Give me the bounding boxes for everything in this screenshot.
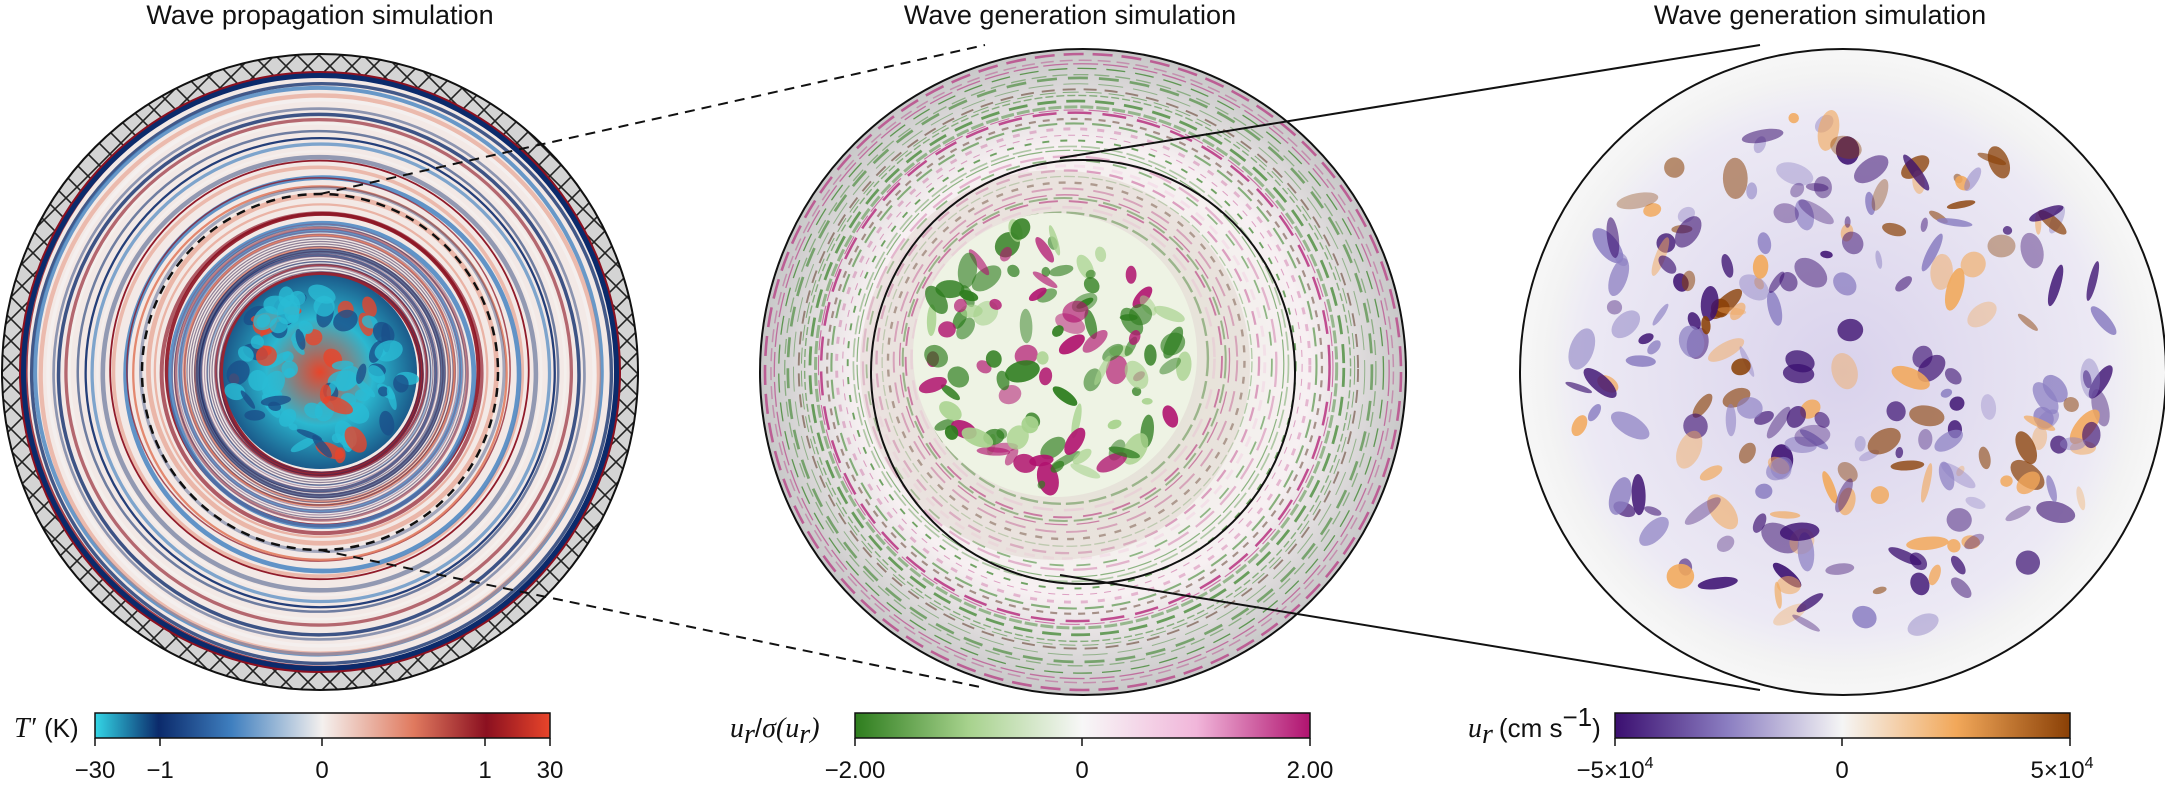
velocity-ring-pattern <box>763 52 1403 692</box>
panel-title-right: Wave generation simulation <box>1653 0 1987 30</box>
connector-bottom-dashed <box>319 549 986 689</box>
middle-core-blobs <box>918 218 1192 496</box>
left-simulation-disk <box>1 53 639 691</box>
colorbar-normalized-velocity: ur/σ(ur) −2.00 0 2.00 <box>730 712 1334 784</box>
colorbar-normalized-velocity-bar <box>854 712 1311 739</box>
connector-top-solid <box>1059 44 1761 159</box>
right-disk-outline <box>1519 48 2165 696</box>
connector-top-dashed <box>319 44 986 195</box>
colorbar-temperature: T′ (K) −30 −1 0 1 30 <box>14 712 564 784</box>
middle-simulation-disk <box>759 48 1407 696</box>
colorbar-normalized-velocity-tick: −2.00 <box>825 757 886 784</box>
colorbar-normalized-velocity-tick: 2.00 <box>1287 757 1334 784</box>
colorbar-radial-velocity-bar <box>1614 712 2071 739</box>
connector-bottom-solid <box>1059 574 1761 691</box>
colorbar-temperature-tick: 1 <box>478 757 491 784</box>
radial-velocity-blobs <box>1565 109 2117 636</box>
colorbar-temperature-bar <box>94 712 551 739</box>
colorbar-normalized-velocity-tick: 0 <box>1075 757 1088 784</box>
colorbar-radial-velocity: ur (cm s−1) −5×104 0 5×104 <box>1468 702 2094 784</box>
panel-title-left: Wave propagation simulation <box>146 0 494 30</box>
colorbar-temperature-tick: 30 <box>537 757 564 784</box>
colorbar-radial-velocity-tick: 0 <box>1835 757 1848 784</box>
colorbar-radial-velocity-tick: −5×104 <box>1577 755 1654 784</box>
colorbar-temperature-unit: (K) <box>44 713 79 743</box>
colorbar-temperature-var: T′ <box>14 713 37 744</box>
colorbar-temperature-tick: −30 <box>75 757 116 784</box>
right-disk-background <box>1520 49 2165 695</box>
colorbar-radial-velocity-tick: 5×104 <box>2031 755 2094 784</box>
middle-disk-outline <box>759 48 1407 696</box>
colorbar-radial-velocity-label: ur (cm s−1) <box>1468 702 1601 750</box>
right-simulation-disk <box>1519 48 2165 696</box>
convective-core-blobs <box>224 284 420 464</box>
colorbar-temperature-tick: 0 <box>315 757 328 784</box>
colorbar-temperature-tick: −1 <box>146 757 173 784</box>
panel-title-middle: Wave generation simulation <box>903 0 1237 30</box>
colorbar-normalized-velocity-label: ur/σ(ur) <box>730 713 820 750</box>
middle-inner-circle <box>870 159 1296 585</box>
